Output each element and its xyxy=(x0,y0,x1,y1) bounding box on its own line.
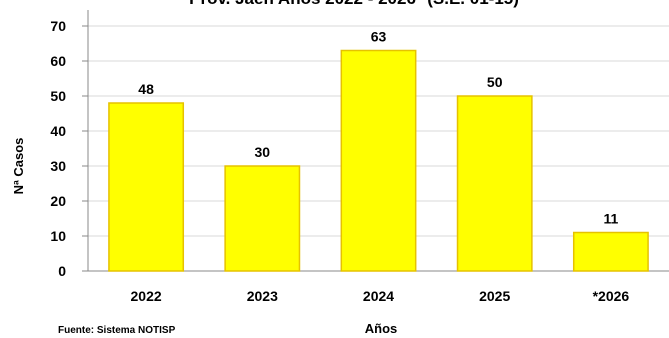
bar xyxy=(224,165,301,272)
x-tick-label: 2024 xyxy=(363,288,394,304)
data-label: 63 xyxy=(371,29,387,45)
x-axis-title: Años xyxy=(365,321,398,336)
y-tick-label: 30 xyxy=(50,158,66,174)
source-note: Fuente: Sistema NOTISP xyxy=(58,325,176,336)
bar xyxy=(108,102,185,272)
x-tick-labels: 2022 2023 2024 2025 *2026 xyxy=(131,288,630,304)
bar xyxy=(456,95,533,272)
y-tick-label: 0 xyxy=(58,263,66,279)
y-axis-title: Nª Casos xyxy=(11,138,26,195)
y-tick-label: 10 xyxy=(50,228,66,244)
x-tick-label: 2022 xyxy=(131,288,162,304)
data-label: 50 xyxy=(487,74,503,90)
data-label: 30 xyxy=(255,144,271,160)
data-labels: 48 30 63 50 11 xyxy=(138,29,618,227)
y-tick-label: 50 xyxy=(50,88,66,104)
chart-title: Prov. Jaén Años 2022 - 2026* (S.E. 01-15… xyxy=(189,0,519,8)
y-tick-label: 20 xyxy=(50,193,66,209)
bars xyxy=(108,49,649,272)
data-label: 48 xyxy=(138,81,154,97)
data-label: 11 xyxy=(603,211,618,227)
y-tick-label: 60 xyxy=(50,53,66,69)
y-tick-labels: 0 10 20 30 40 50 60 70 xyxy=(50,18,66,279)
y-tick-label: 40 xyxy=(50,123,66,139)
bar xyxy=(340,49,417,272)
bar xyxy=(572,231,649,272)
x-tick-label: *2026 xyxy=(593,288,630,304)
x-tick-label: 2025 xyxy=(479,288,510,304)
y-tick-label: 70 xyxy=(50,18,66,34)
x-tick-label: 2023 xyxy=(247,288,278,304)
